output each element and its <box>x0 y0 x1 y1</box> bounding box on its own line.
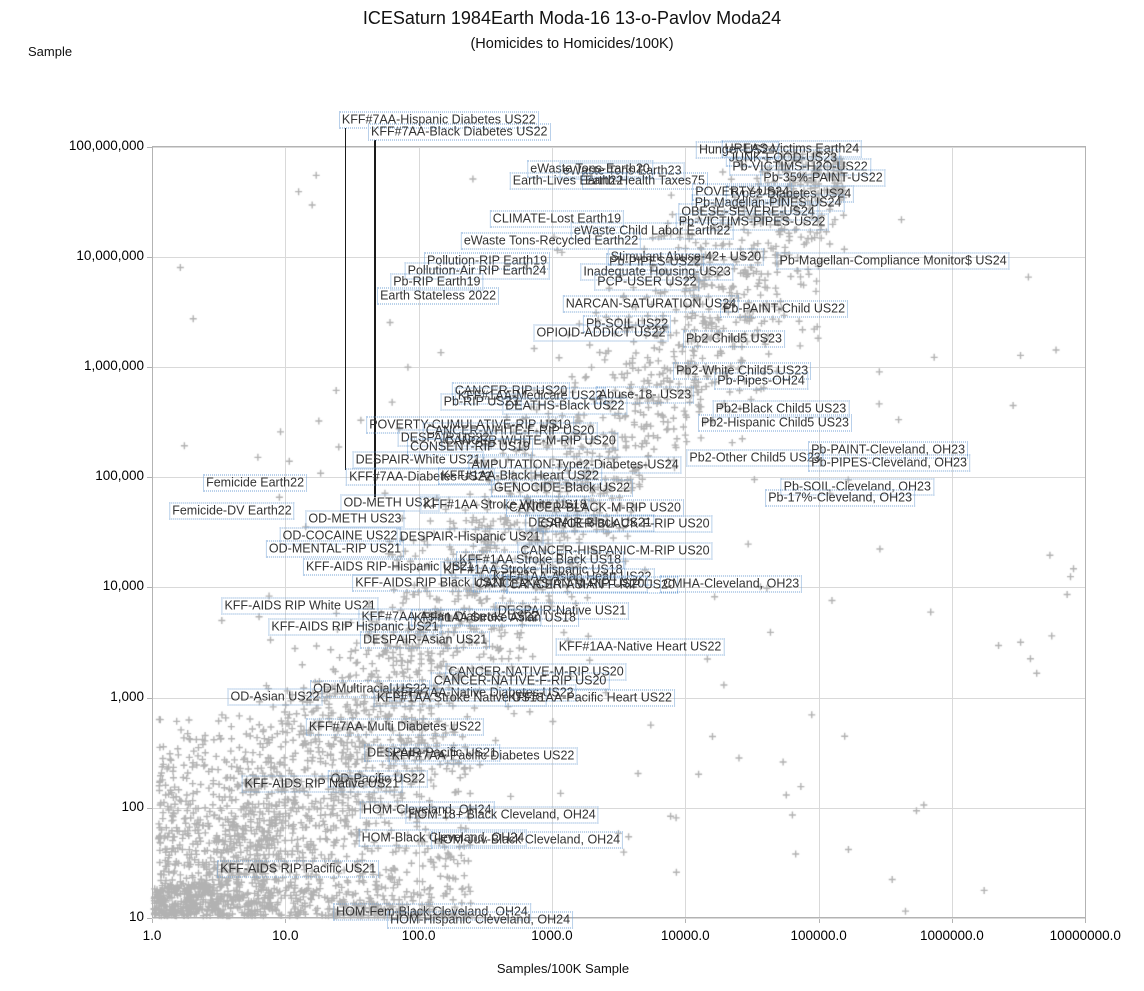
data-label: HOM-Black Cleveland, OH24 <box>358 829 528 847</box>
data-label: NARCAN-SATURATION US24 <box>562 295 740 313</box>
callout-leader-line <box>344 127 347 471</box>
data-label: CONSENT-RIP US19 <box>407 438 534 456</box>
data-label: Stimulant Abuse-42+ US20 <box>607 248 765 266</box>
data-label: KFF-AIDS RIP White US21 <box>221 597 379 615</box>
data-label: Pb-VICTIMS-PIPES-US22 <box>675 213 829 231</box>
data-label: KFF-AIDS RIP Pacific US21 <box>217 860 380 878</box>
data-label: Pb-RIP Earth19 <box>390 273 484 291</box>
data-label: CANCER-ASIAN-F-RIP US20 <box>506 576 678 594</box>
data-label: CANCER-HISPANIC-M-RIP US20 <box>517 542 713 560</box>
data-label: eWaste Tons Earth23 <box>559 162 685 180</box>
data-label: CMHA-Cleveland, OH23 <box>660 575 803 593</box>
data-label: DESPAIR-Pacific US21 <box>364 744 500 762</box>
data-label: Femicide Earth22 <box>203 474 308 492</box>
data-label: CLIMATE-Lost Earth19 <box>489 210 625 228</box>
data-label: KFF#1AA-Medicare US22 <box>454 387 606 405</box>
data-label: CANCER-NATIVE-M-RIP US20 <box>445 663 627 681</box>
data-label: Femicide-DV Earth22 <box>169 502 295 520</box>
data-label: OD-METH US23 <box>305 510 405 528</box>
data-label: OD-MENTAL-RIP US21 <box>265 540 405 558</box>
data-label: KFF#1AA Stroke Asian US18 <box>411 609 579 627</box>
data-label: OBESE-SEVERE-US24 <box>678 203 818 221</box>
data-label: Pb2-White Child5 US23 <box>673 362 812 380</box>
data-label: KFF#7AA-Pacific Diabetes US22 <box>388 747 578 765</box>
data-label: HOM-18+ Black Cleveland, OH24 <box>405 806 599 824</box>
data-label: DESPAIR-Black US21 <box>525 514 655 532</box>
data-label: CANCER-WHITE-M-RIP US20 <box>441 432 619 450</box>
data-label: Pb-PIPES-Cleveland, OH23 <box>808 454 970 472</box>
data-label: GENOCIDE-Black US22 <box>490 479 634 497</box>
data-label: Inadequate Housing-US23 <box>580 263 734 281</box>
data-label: DESPAIR-Asian US21 <box>360 631 491 649</box>
data-label: DESPAIR US22 <box>397 429 493 447</box>
data-label: CANCER-ASIAN-M-RIP US20 <box>472 575 648 593</box>
data-label: Pb-Magellan-Compliance Monitor$ US24 <box>776 252 1010 270</box>
data-label: Pb-PAINT-Cleveland, OH23 <box>808 441 969 459</box>
data-label: DESPAIR-Hispanic US21 <box>396 528 544 546</box>
data-label: eWaste Tons-Recycled Earth22 <box>460 232 642 250</box>
data-label: Pb2-Other Child5 US23 <box>686 449 824 467</box>
data-label: UREAS-Victims Earth24 <box>721 140 863 158</box>
data-label: HOM-Cleveland, OH24 <box>359 801 495 819</box>
data-label: KFF#1AA Stroke Black US18 <box>456 551 625 569</box>
callout-data-label: KFF#7AA-Hispanic Diabetes US22 <box>338 111 539 129</box>
data-label: Abuse-18- US23 <box>595 386 695 404</box>
data-label: Pb-17%-Cleveland, OH23 <box>765 489 916 507</box>
data-label: KFF#7AA-Asian Diabetes US22 <box>358 608 542 626</box>
data-label: OD-Asian US22 <box>227 688 323 706</box>
data-label: Pollution-RIP Earth19 <box>424 252 551 270</box>
data-label: Pb2-Black Child5 US23 <box>712 400 850 418</box>
data-label: Pb-Magellan-PINES US24 <box>691 194 845 212</box>
data-label: Pb2 Child5 US23 <box>683 330 785 348</box>
data-label: Earth-Health Taxes75 <box>582 172 709 190</box>
data-label: Earth-Lives Earth22 <box>509 172 627 190</box>
data-label: JUNK-FOOD-US23 <box>725 149 841 167</box>
data-label: KFF-AIDS RIP Black US21 <box>352 574 509 592</box>
data-label: HOM-Hispanic Cleveland, OH24 <box>387 911 574 929</box>
data-label: KFF#7AA-Native Diabetes US22 <box>389 684 577 702</box>
data-label: Pb-RIP US23 <box>440 393 522 411</box>
data-label: KFF#1AA-Black Heart US22 <box>438 467 602 485</box>
data-label: Pb-SOIL US22 <box>582 315 672 333</box>
data-label: Pb-PAINT-Child US22 <box>720 300 849 318</box>
data-label: eWaste Child Labor Earth22 <box>570 222 734 240</box>
data-label: OPIOID-ADDICT US22 <box>533 324 669 342</box>
data-label: DEATHS-Black US22 <box>502 397 628 415</box>
plot-frame <box>152 146 1086 918</box>
data-label: KFF#1AA-Native Heart US22 <box>555 638 725 656</box>
data-label: KFF#1AA Stroke White US18 <box>420 496 590 514</box>
data-label: KFF#1AA Stroke Native US18 <box>373 689 547 707</box>
data-label: CANCER-NATIVE-F-RIP US20 <box>430 672 610 690</box>
callout-leader-line <box>374 140 376 497</box>
data-label: KFF-AIDS RIP Hispanic US21 <box>268 618 442 636</box>
data-label: KFF#7AA-Diabetes US22 <box>346 468 495 486</box>
data-label: Pb2-Hispanic Child5 US23 <box>698 414 852 432</box>
data-label: KFF#7AA-Multi Diabetes US22 <box>305 718 485 736</box>
callout-data-label: KFF#7AA-Black Diabetes US22 <box>368 123 551 141</box>
data-label: Pb-PIPES-US22 <box>606 253 704 271</box>
data-label: Pb-Pipes-OH24 <box>714 372 808 390</box>
data-label: KFF#1AA-Pacific Heart US22 <box>505 689 675 707</box>
data-label: KFF-AIDS RIP Native US21 <box>241 775 403 793</box>
data-label: OD-COCAINE US22 <box>279 527 401 545</box>
data-label: HOM-Juv-Black Cleveland, OH24 <box>430 831 624 849</box>
data-label: CANCER-BLACK-F-RIP US20 <box>537 515 713 533</box>
data-label: DESPAIR-White US21 <box>352 451 484 469</box>
data-label: PCP-USER US22 <box>594 273 700 291</box>
data-label: Earth Stateless 2022 <box>377 287 500 305</box>
